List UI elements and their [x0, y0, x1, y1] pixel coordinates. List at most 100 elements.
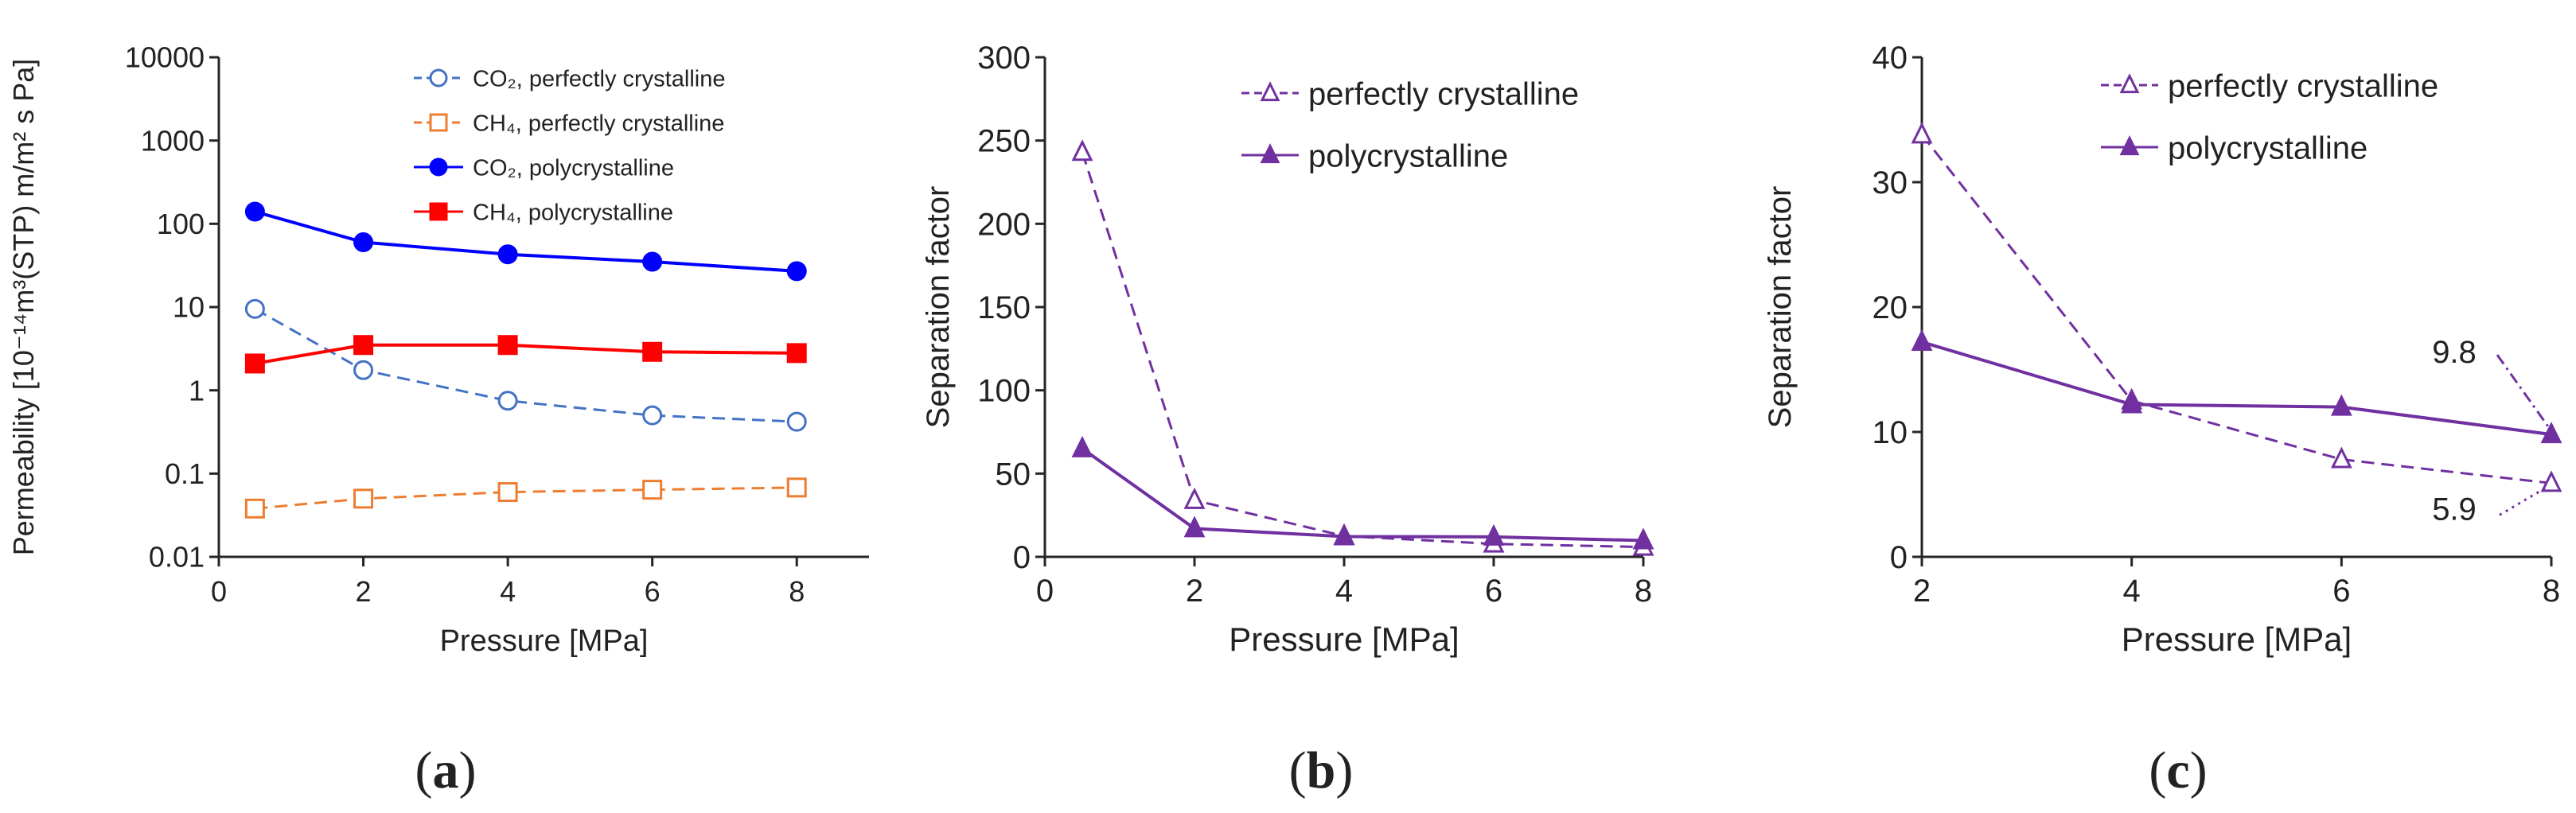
- y-tick-label: 100: [977, 374, 1031, 409]
- legend: perfectly crystalline polycrystalline: [1241, 76, 1579, 173]
- legend-label: CO₂, perfectly crystalline: [473, 66, 725, 91]
- x-tick-label: 4: [1335, 574, 1353, 609]
- data-point: [2330, 446, 2352, 469]
- y-tick-label: 100: [157, 208, 205, 240]
- legend: perfectly crystalline polycrystalline: [2101, 68, 2438, 165]
- legend-marker: [429, 158, 448, 177]
- y-tick-label: 10: [1873, 415, 1908, 450]
- y-tick-label: 0.1: [165, 457, 205, 490]
- series-line: [1920, 134, 2552, 484]
- x-tick-label: 8: [789, 575, 805, 608]
- panel-label-c: (c): [2149, 741, 2207, 799]
- data-point: [497, 482, 518, 503]
- data-point: [1911, 329, 1933, 351]
- data-point: [1071, 435, 1093, 457]
- x-tick-label: 6: [645, 575, 661, 608]
- legend-label: polycrystalline: [2168, 130, 2368, 165]
- y-tick-label: 1: [189, 374, 205, 406]
- y-tick-label: 20: [1873, 290, 1908, 325]
- legend-label: CO₂, polycrystalline: [473, 155, 674, 181]
- data-point: [497, 391, 518, 411]
- data-point: [2121, 391, 2143, 414]
- x-tick-label: 8: [1635, 574, 1652, 609]
- data-point: [244, 353, 265, 374]
- data-point: [353, 488, 374, 509]
- data-point: [642, 405, 663, 426]
- data-point: [497, 244, 518, 265]
- y-axis-title: Permeability [10⁻¹⁴m³(STP) m/m² s Pa]: [7, 59, 40, 556]
- data-point: [1911, 122, 1933, 144]
- x-tick-label: 8: [2543, 574, 2560, 609]
- y-tick-label: 150: [977, 290, 1031, 325]
- x-tick-label: 0: [211, 575, 227, 608]
- x-tick-label: 2: [1186, 574, 1203, 609]
- annotation-label: 5.9: [2432, 492, 2477, 527]
- annotation-label: 9.8: [2432, 335, 2477, 370]
- legend-marker: [1260, 143, 1280, 164]
- legend-marker: [429, 113, 448, 132]
- data-point: [244, 298, 265, 319]
- data-point: [2330, 394, 2352, 416]
- x-tick-label: 6: [2332, 574, 2350, 609]
- data-point: [1183, 515, 1206, 538]
- data-point: [1632, 527, 1654, 550]
- y-tick-label: 0: [1890, 540, 1908, 575]
- series-a-4: [244, 335, 807, 374]
- series-line: [1921, 340, 2552, 437]
- y-tick-label: 1000: [141, 124, 205, 157]
- y-tick-label: 50: [996, 457, 1031, 492]
- legend-marker: [1260, 81, 1280, 102]
- chart-panel-a: 0.01 0.1 1 10 100 1000 10000 0 2 4 6 8 Pressure [MPa…: [7, 41, 869, 658]
- data-point: [244, 201, 265, 222]
- y-tick-label: 30: [1873, 165, 1908, 200]
- data-point: [353, 360, 374, 380]
- x-tick-label: 4: [2123, 574, 2141, 609]
- data-point: [1071, 139, 1093, 161]
- series-line: [255, 486, 797, 510]
- chart-panel-b: 0 50 100 150 200 250 300 0 2 4 6 8 Pressure [MPa] Sep…: [921, 41, 1654, 658]
- series-b-2: [1071, 435, 1654, 550]
- data-point: [497, 335, 518, 356]
- data-point: [244, 498, 265, 519]
- y-axis-title: Separation factor: [921, 186, 956, 429]
- data-point: [1483, 523, 1505, 546]
- series-a-3: [244, 201, 807, 282]
- x-tick-label: 0: [1036, 574, 1054, 609]
- x-tick-label: 2: [1913, 574, 1931, 609]
- panel-label-a: (a): [415, 741, 477, 799]
- legend-label: CH₄, perfectly crystalline: [473, 111, 724, 136]
- data-point: [786, 477, 807, 498]
- legend-marker: [429, 68, 448, 88]
- legend-marker: [429, 202, 448, 221]
- x-tick-label: 6: [1485, 574, 1502, 609]
- legend-marker: [2119, 73, 2140, 94]
- data-point: [642, 341, 663, 362]
- chart-panel-c: 0 10 20 30 40 2 4 6 8 Pressure [MPa] Separation fa…: [1763, 41, 2562, 658]
- panel-label-b: (b): [1289, 741, 1354, 799]
- data-point: [642, 251, 663, 272]
- annotation-leader: [2499, 485, 2549, 516]
- data-point: [786, 411, 807, 432]
- y-tick-label: 40: [1873, 41, 1908, 76]
- x-tick-label: 4: [500, 575, 516, 608]
- data-point: [1333, 523, 1355, 546]
- series-c-2: [1911, 329, 2562, 444]
- series-a-2: [244, 477, 807, 519]
- legend-label: perfectly crystalline: [1308, 76, 1579, 111]
- data-point: [786, 261, 807, 282]
- y-tick-label: 10000: [125, 41, 205, 74]
- legend-label: CH₄, polycrystalline: [473, 200, 673, 225]
- x-tick-label: 2: [356, 575, 372, 608]
- y-tick-label: 0: [1013, 540, 1031, 575]
- data-point: [2540, 422, 2562, 444]
- legend-label: polycrystalline: [1308, 138, 1508, 173]
- data-point: [1183, 487, 1206, 509]
- y-tick-label: 0.01: [149, 541, 205, 574]
- x-axis-title: Pressure [MPa]: [1229, 620, 1459, 658]
- series-c-1: [1911, 122, 2562, 492]
- y-tick-label: 10: [173, 291, 205, 324]
- x-axis-title: Pressure [MPa]: [440, 624, 649, 658]
- legend-label: perfectly crystalline: [2168, 68, 2438, 103]
